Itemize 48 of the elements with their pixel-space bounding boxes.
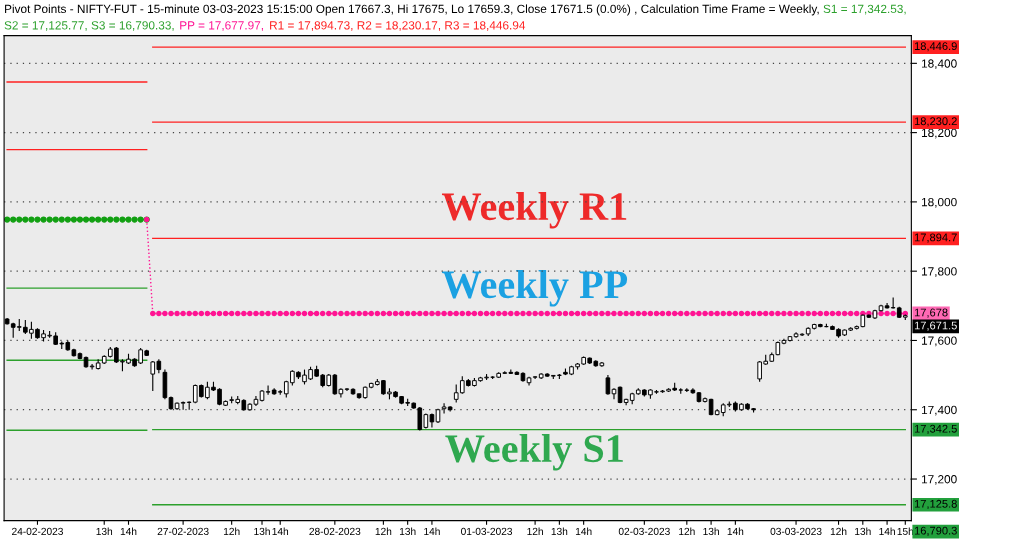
x-tick-label: 13h (399, 527, 416, 535)
y-tick-label: 18,400 (921, 59, 957, 70)
y-tick-label: 17,800 (921, 267, 957, 277)
text: S2 = 17,125.77, S3 = 16,790.33, (4, 21, 174, 31)
x-tick-label: 12h (830, 527, 847, 535)
text: S1 = 17,342.53, (823, 4, 906, 15)
x-tick-label: 13h (551, 527, 568, 535)
y-tick-label: 17,400 (921, 405, 957, 416)
x-tick-label: 14h (575, 527, 592, 535)
x-tick-label: 03-03-2023 (770, 527, 822, 535)
text: 17,342.5 (914, 424, 957, 434)
x-tick-label: 13h (96, 527, 113, 535)
x-tick-label: 12h (527, 527, 543, 535)
y-tick-label: 17,600 (921, 336, 957, 347)
x-tick-label: 27-02-2023 (157, 527, 209, 535)
text: 17,894.7 (914, 233, 957, 243)
x-tick-label: 14h (424, 527, 440, 535)
annotation: Weekly R1 (442, 191, 627, 229)
x-tick-label: 02-03-2023 (618, 527, 670, 535)
x-tick-label: 15h (897, 527, 914, 535)
y-tick-label: 17,200 (921, 475, 957, 485)
x-tick-label: 14h (879, 527, 895, 535)
x-tick-label: 14h (272, 527, 289, 535)
y-tick-label: 18,200 (921, 128, 957, 139)
text: 18,446.9 (914, 42, 957, 52)
text: 17,125.8 (914, 499, 957, 510)
x-tick-label: 24-02-2023 (12, 527, 63, 535)
text: 17,678 (914, 308, 948, 318)
y-tick-label: 18,000 (921, 197, 957, 208)
text: 17,671.5 (914, 321, 957, 331)
chart-title: Pivot Points - NIFTY-FUT - 15-minute 03-03-2023 15:15:00 Open 17667.3, Hi 17675, Lo 17659.3, Close 17671.5 (0.0%) , Calculation Time Frame = Weekly, (5, 4, 819, 16)
x-tick-label: 28-02-2023 (309, 527, 361, 535)
text: 18,230.2 (914, 117, 957, 127)
x-tick-label: 12h (375, 527, 392, 535)
text: 16,790.3 (914, 526, 957, 536)
candlestick (605, 374, 611, 396)
x-tick-label: 13h (703, 527, 719, 535)
x-tick-label: 14h (120, 527, 137, 535)
x-tick-label: 14h (727, 527, 744, 535)
text: R1 = 17,894.73, R2 = 18,230.17, R3 = 18,446.94 (270, 21, 526, 31)
x-tick-label: 12h (679, 527, 695, 535)
text: PP = 17,677.97, (180, 21, 263, 31)
x-tick-label: 12h (223, 527, 240, 535)
x-tick-label: 13h (855, 527, 871, 535)
x-tick-label: 01-03-2023 (461, 527, 513, 535)
annotation: Weekly PP (442, 269, 628, 307)
x-tick-label: 13h (254, 527, 270, 535)
annotation: Weekly S1 (445, 433, 623, 471)
